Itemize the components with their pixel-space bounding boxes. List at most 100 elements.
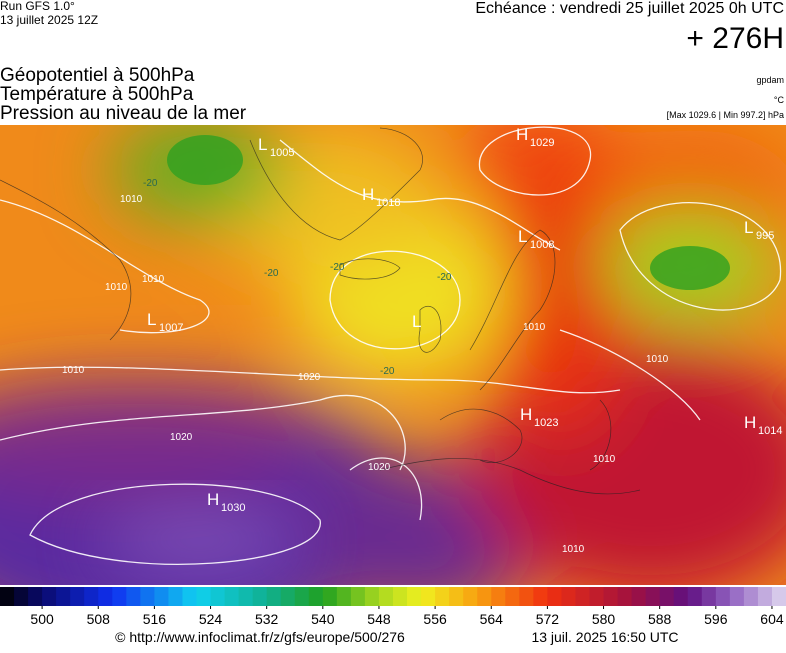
colorbar-swatch (14, 587, 29, 606)
center-value: 1005 (270, 147, 294, 159)
isotherm-label: -20 (143, 178, 158, 189)
colorbar-swatch (350, 587, 366, 606)
colorbar-swatch (421, 587, 436, 606)
center-letter: L (518, 227, 527, 246)
isobar-label: 1020 (170, 432, 193, 443)
colorbar-swatch (505, 587, 520, 606)
colorbar-swatch (477, 587, 492, 606)
colorbar-tick-label: 588 (648, 611, 672, 627)
colorbar-swatch (0, 587, 15, 606)
colorbar-swatch (659, 587, 675, 606)
colorbar-tick-label: 580 (592, 611, 616, 627)
colorbar-swatch (757, 587, 773, 606)
colorbar-tick-label: 524 (199, 611, 223, 627)
isobar-label: 1010 (562, 544, 585, 555)
map-field: H 1029 L 1005 H 1018 L 1008 L 995 L 1007 L H 10… (0, 125, 786, 585)
colorbar-swatch (533, 587, 548, 606)
center-letter: L (258, 135, 267, 154)
colorbar-tick-label: 532 (255, 611, 279, 627)
center-letter: H (516, 125, 528, 144)
field-label: Géopotentiel à 500hPa (0, 65, 195, 86)
unit-label: °C (774, 95, 785, 105)
colorbar-swatch (182, 587, 197, 606)
colorbar-swatch (126, 587, 141, 606)
colorbar: 500 508 516 524 532 540 548 556 564 572 580 588 596 6… (0, 587, 786, 627)
colorbar-swatch (603, 587, 619, 606)
colorbar-tick-label: 596 (704, 611, 728, 627)
colorbar-swatch (687, 587, 703, 606)
center-letter: H (362, 185, 374, 204)
colorbar-tick-label: 556 (423, 611, 447, 627)
center-value: 1007 (159, 322, 183, 334)
colorbar-swatch (729, 587, 745, 606)
colorbar-tick-label: 564 (480, 611, 504, 627)
colorbar-swatch (322, 587, 338, 606)
center-value: 1014 (758, 425, 782, 437)
isobar-label: 1010 (523, 322, 546, 333)
colorbar-tick-label: 500 (30, 611, 54, 627)
colorbar-tick-label: 508 (87, 611, 111, 627)
colorbar-swatch (196, 587, 212, 606)
colorbar-swatch (364, 587, 380, 606)
isobar-label: 1010 (142, 274, 165, 285)
colorbar-swatch (645, 587, 661, 606)
colorbar-tick-label: 548 (367, 611, 391, 627)
valid-time: Echéance : vendredi 25 juillet 2025 0h U… (475, 0, 784, 17)
colorbar-tick-label: 516 (143, 611, 167, 627)
center-letter: L (412, 312, 421, 331)
center-value: 1023 (534, 417, 558, 429)
isobar-label: 1010 (62, 365, 85, 376)
colorbar-swatch (519, 587, 534, 606)
colorbar-swatch (743, 587, 759, 606)
center-value: 1029 (530, 137, 554, 149)
colorbar-swatch (463, 587, 478, 606)
field-label: Température à 500hPa (0, 84, 194, 105)
isotherm-label: -20 (264, 268, 279, 279)
isobar-label: 1010 (120, 194, 143, 205)
lead-time: + 276H (686, 22, 784, 55)
center-value: 1018 (376, 197, 400, 209)
colorbar-tick-label: 540 (311, 611, 335, 627)
colorbar-swatch (154, 587, 169, 606)
colorbar-swatch (168, 587, 183, 606)
colorbar-swatch (70, 587, 85, 606)
run-date: 13 juillet 2025 12Z (0, 13, 98, 27)
colorbar-swatch (547, 587, 562, 606)
colorbar-swatch (112, 587, 127, 606)
colorbar-swatch (393, 587, 408, 606)
colorbar-swatch (449, 587, 464, 606)
colorbar-swatch (28, 587, 43, 606)
unit-label: gpdam (756, 75, 784, 85)
colorbar-swatch (771, 587, 786, 606)
colorbar-swatch (336, 587, 352, 606)
colorbar-swatch (294, 587, 310, 606)
isobar-label: 1010 (593, 454, 616, 465)
center-letter: H (207, 490, 219, 509)
isotherm-label: -20 (330, 262, 345, 273)
colorbar-swatch (631, 587, 647, 606)
colorbar-swatch (266, 587, 282, 606)
colorbar-swatch (84, 587, 99, 606)
run-label: Run GFS 1.0° (0, 0, 75, 13)
isobar-label: 1020 (298, 372, 321, 383)
unit-label: [Max 1029.6 | Min 997.2] hPa (667, 110, 784, 120)
colorbar-swatch (280, 587, 296, 606)
colorbar-swatch (491, 587, 506, 606)
colorbar-tick-label: 604 (760, 611, 784, 627)
center-value: 1008 (530, 239, 554, 251)
colorbar-swatch (561, 587, 576, 606)
colorbar-swatch (407, 587, 422, 606)
center-value: 995 (756, 230, 774, 242)
isotherm-label: -20 (380, 366, 395, 377)
colorbar-swatch (56, 587, 71, 606)
colorbar-swatch (435, 587, 450, 606)
isobar-label: 1020 (368, 462, 391, 473)
colorbar-swatch (673, 587, 689, 606)
colorbar-swatch (308, 587, 324, 606)
isobar-label: 1010 (105, 282, 128, 293)
isobar-label: 1010 (646, 354, 669, 365)
colorbar-swatch (224, 587, 240, 606)
center-letter: L (744, 218, 753, 237)
